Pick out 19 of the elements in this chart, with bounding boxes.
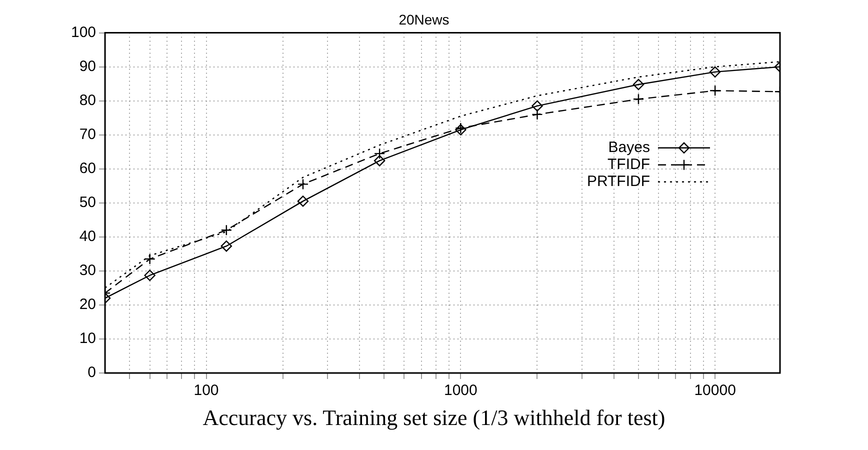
legend-label: PRTFIDF [586,173,650,190]
y-tick-label: 50 [79,194,96,212]
y-tick-label: 80 [79,92,96,109]
chart-title: 20News [398,11,450,28]
x-tick-label: 100 [194,382,219,400]
y-tick-label: 100 [70,24,96,41]
y-tick-label: 20 [79,296,96,314]
y-tick-label: 40 [79,228,96,246]
y-tick-label: 30 [79,262,96,280]
y-tick-label: 0 [88,364,96,382]
y-tick-label: 70 [79,126,96,143]
y-tick-label: 60 [79,160,96,178]
legend-label: TFIDF [608,156,650,174]
y-tick-label: 10 [79,330,96,348]
x-tick-label: 10000 [694,382,736,400]
y-tick-label: 90 [79,58,96,75]
x-tick-label: 1000 [444,382,478,400]
text: Accuracy vs. Training set size (1/3 withheld for test) [202,405,666,431]
legend-label: Bayes [608,139,650,156]
